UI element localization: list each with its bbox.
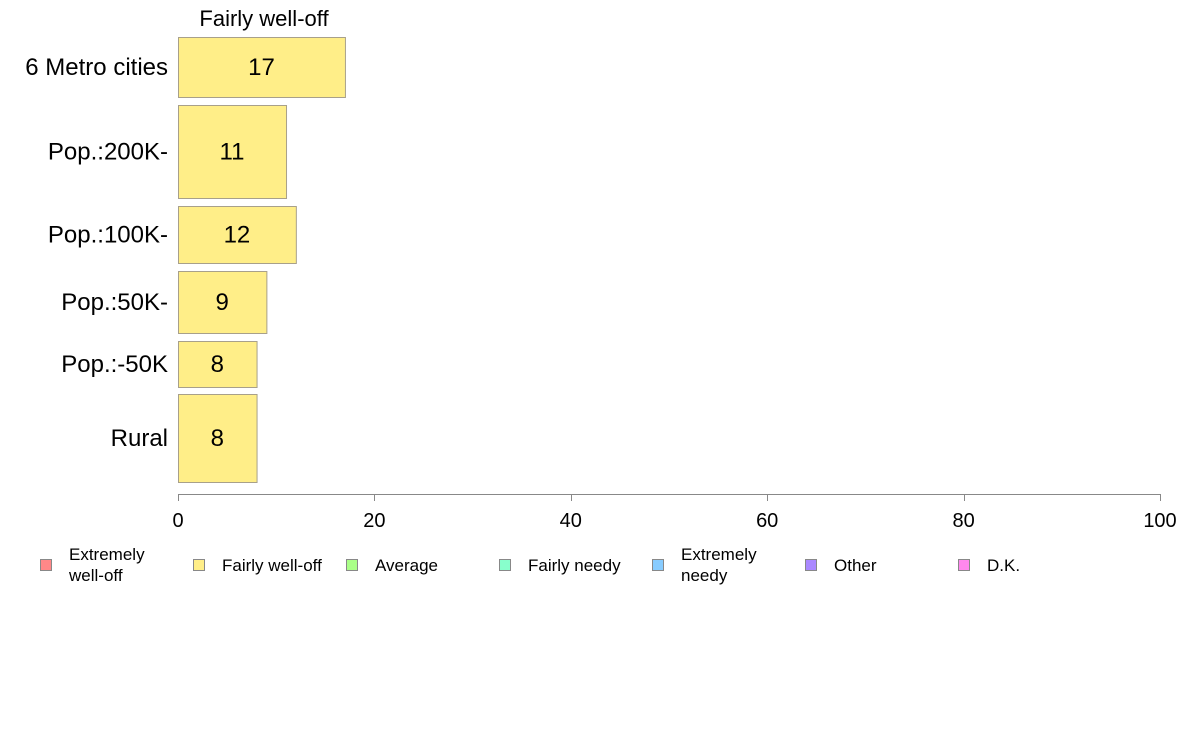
legend-swatch xyxy=(958,559,970,571)
legend-swatch xyxy=(805,559,817,571)
x-axis: 0 20 40 60 80 100 xyxy=(172,494,1177,532)
value-label: 12 xyxy=(224,222,251,249)
bar xyxy=(178,105,288,199)
legend: Extremely well-off Fairly well-off Average… xyxy=(0,544,1188,594)
legend-label: D.K. xyxy=(987,555,1021,575)
category-label: Pop.:100K- xyxy=(48,222,168,249)
legend-item: Other xyxy=(805,544,877,586)
legend-item: Fairly well-off xyxy=(193,544,322,586)
legend-item: Extremely needy xyxy=(652,544,757,586)
category-label: Rural xyxy=(111,425,168,452)
legend-label: Extremely well-off xyxy=(69,545,145,585)
value-label: 17 xyxy=(248,54,275,81)
bar xyxy=(178,37,346,98)
bar xyxy=(178,206,297,264)
value-label: 9 xyxy=(216,289,229,316)
bars-layer: 6 Metro cities 17 Pop.:200K- 11 Pop.:100K- 12… xyxy=(25,37,346,483)
legend-label: Average xyxy=(375,555,439,575)
legend-swatch xyxy=(193,559,205,571)
legend-label: Other xyxy=(834,555,877,575)
bar xyxy=(178,271,268,334)
bar xyxy=(178,341,258,388)
legend-item: D.K. xyxy=(958,544,1020,586)
x-tick-label: 20 xyxy=(363,510,385,532)
x-tick-label: 0 xyxy=(172,510,183,532)
legend-label: Fairly well-off xyxy=(222,555,322,575)
category-label: Pop.:-50K xyxy=(61,351,168,378)
category-label: Pop.:50K- xyxy=(61,289,168,316)
x-tick-label: 80 xyxy=(952,510,974,532)
legend-item: Fairly needy xyxy=(499,544,621,586)
value-label: 8 xyxy=(211,425,224,452)
value-label: 11 xyxy=(220,139,245,166)
legend-swatch xyxy=(499,559,511,571)
bar xyxy=(178,394,258,483)
bar-chart: Fairly well-off 6 Metro cities 17 Pop.:200… xyxy=(25,6,1177,532)
x-tick-label: 40 xyxy=(560,510,582,532)
x-tick-label: 100 xyxy=(1143,510,1176,532)
legend-swatch xyxy=(652,559,664,571)
x-tick-label: 60 xyxy=(756,510,778,532)
series-title: Fairly well-off xyxy=(199,6,329,31)
legend-item: Average xyxy=(346,544,438,586)
legend-swatch xyxy=(40,559,52,571)
legend-swatch xyxy=(346,559,358,571)
legend-label: Fairly needy xyxy=(528,555,621,575)
legend-label: Extremely needy xyxy=(681,545,757,585)
category-label: 6 Metro cities xyxy=(25,54,168,81)
category-label: Pop.:200K- xyxy=(48,139,168,166)
legend-item: Extremely well-off xyxy=(40,544,145,586)
value-label: 8 xyxy=(211,351,224,378)
